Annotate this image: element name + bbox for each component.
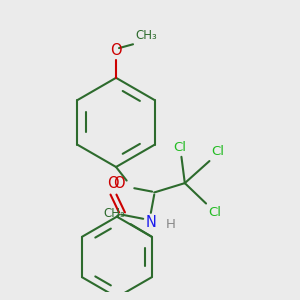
Text: O: O xyxy=(107,176,118,191)
Text: Cl: Cl xyxy=(212,146,225,158)
Text: Cl: Cl xyxy=(174,141,187,154)
Text: O: O xyxy=(110,43,122,58)
Text: CH₃: CH₃ xyxy=(104,207,125,220)
Text: N: N xyxy=(146,215,156,230)
Text: Cl: Cl xyxy=(208,206,221,219)
Text: O: O xyxy=(113,176,124,191)
Text: CH₃: CH₃ xyxy=(135,29,157,42)
Text: H: H xyxy=(166,218,176,231)
